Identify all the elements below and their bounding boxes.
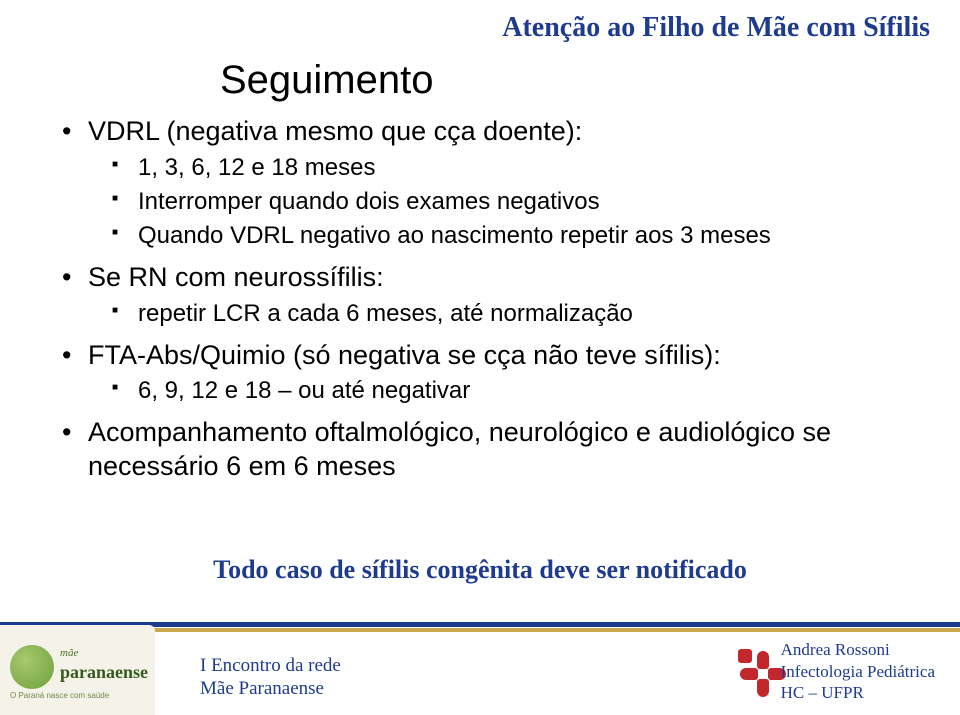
bullet-lvl2: 1, 3, 6, 12 e 18 meses xyxy=(60,153,920,183)
footer-badge: mãe paranaense O Paraná nasce com saúde xyxy=(0,625,155,715)
bullet-lvl2: 6, 9, 12 e 18 – ou até negativar xyxy=(60,376,920,406)
footer-right: Andrea Rossoni Infectologia Pediátrica H… xyxy=(781,639,935,703)
bullet-lvl2: repetir LCR a cada 6 meses, até normaliz… xyxy=(60,299,920,329)
footer-right-line3: HC – UFPR xyxy=(781,682,935,703)
footer-right-line1: Andrea Rossoni xyxy=(781,639,935,660)
callout-text: Todo caso de sífilis congênita deve ser … xyxy=(0,555,960,585)
slide-title: Seguimento xyxy=(220,58,433,103)
badge-line2: paranaense xyxy=(60,662,148,683)
header-title: Atenção ao Filho de Mãe com Sífilis xyxy=(502,12,930,44)
bullet-lvl1: Acompanhamento oftalmológico, neurológic… xyxy=(60,416,920,484)
badge-line1: mãe xyxy=(60,647,78,659)
bullet-lvl1: FTA-Abs/Quimio (só negativa se cça não t… xyxy=(60,339,920,373)
content-area: VDRL (negativa mesmo que cça doente): 1,… xyxy=(60,115,920,488)
bullet-lvl2: Quando VDRL negativo ao nascimento repet… xyxy=(60,221,920,251)
badge-subtext: O Paraná nasce com saúde xyxy=(10,691,109,700)
bullet-lvl1: VDRL (negativa mesmo que cça doente): xyxy=(60,115,920,149)
footer-right-line2: Infectologia Pediátrica xyxy=(781,661,935,682)
footer-center-line1: I Encontro da rede xyxy=(200,654,341,678)
badge-globe-icon xyxy=(10,645,54,689)
bullet-lvl1: Se RN com neurossífilis: xyxy=(60,261,920,295)
footer-center-line2: Mãe Paranaense xyxy=(200,677,341,701)
footer-center: I Encontro da rede Mãe Paranaense xyxy=(200,654,341,702)
bullet-lvl2: Interromper quando dois exames negativos xyxy=(60,187,920,217)
